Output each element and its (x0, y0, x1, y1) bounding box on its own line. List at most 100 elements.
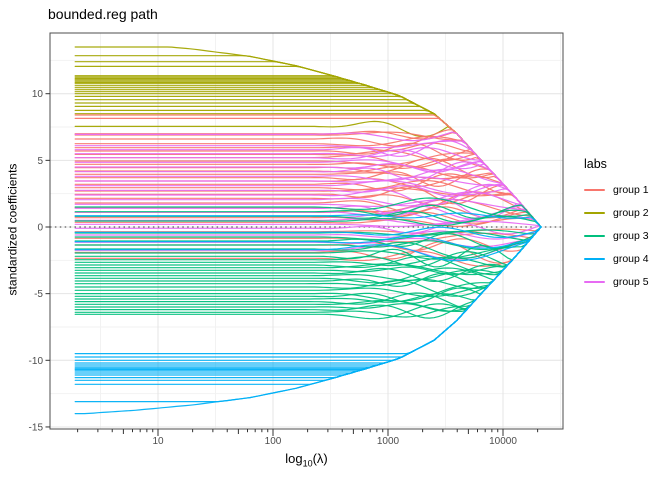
coefficient-path (74, 191, 542, 228)
x-tick-label: 1000 (377, 436, 400, 447)
coefficient-path (74, 226, 542, 249)
coefficient-path (74, 173, 542, 228)
coefficient-path (74, 226, 542, 302)
coefficient-path (74, 226, 542, 260)
legend-entry-label: group 4 (613, 252, 649, 265)
x-tick-label: 10 (152, 436, 164, 447)
legend-title: labs (584, 157, 607, 171)
coefficient-path (74, 226, 542, 284)
coefficient-path (74, 226, 542, 289)
coefficient-path (74, 226, 542, 264)
coefficient-path (74, 226, 542, 259)
legend-entry: group 4 (584, 247, 649, 270)
coefficient-path (74, 176, 542, 228)
y-tick-label: -10 (29, 356, 44, 367)
coefficient-path (74, 226, 542, 268)
y-tick-label: 10 (32, 89, 44, 100)
coefficient-path (74, 226, 542, 298)
coefficient-path (74, 226, 542, 303)
legend: labs group 1 group 2 group 3 group 4 group 5 (584, 157, 649, 293)
coefficient-path (74, 172, 542, 228)
coefficient-path (74, 161, 542, 228)
x-axis-ticks (77, 429, 539, 436)
coefficient-path (74, 217, 542, 228)
coefficient-path (74, 226, 542, 267)
coefficient-path (74, 226, 542, 312)
coefficient-path (74, 226, 542, 276)
x-axis-label-rest: (λ) (312, 451, 328, 466)
coefficient-path (74, 183, 542, 228)
legend-entry: group 2 (584, 201, 649, 224)
coefficient-path (74, 226, 542, 238)
x-tick-label: 10000 (489, 436, 517, 447)
y-tick-label: 5 (37, 156, 43, 167)
coefficient-path (74, 226, 542, 240)
y-axis-label: standardized coefficients (5, 163, 20, 296)
coefficient-path (74, 226, 542, 289)
coefficient-path (74, 149, 542, 228)
coefficient-path (74, 198, 542, 228)
legend-key-line (584, 257, 605, 260)
y-tick-label: -5 (34, 289, 43, 300)
legend-entry-label: group 2 (613, 206, 649, 219)
coefficient-path (74, 191, 542, 228)
legend-entry: group 3 (584, 224, 649, 247)
plot-title: bounded.reg path (48, 6, 158, 22)
coefficient-path (74, 165, 542, 228)
coefficient-path (74, 226, 542, 318)
legend-entries: group 1 group 2 group 3 group 4 group 5 (584, 178, 649, 293)
legend-entry: group 1 (584, 178, 649, 201)
coefficient-path (74, 184, 542, 228)
x-axis-label: log10(λ) (0, 451, 613, 469)
legend-entry-label: group 5 (613, 275, 649, 288)
coefficient-path (74, 159, 542, 228)
coefficient-path (74, 197, 542, 228)
coefficient-path (74, 226, 542, 319)
coefficient-path (74, 226, 542, 297)
coefficient-path (74, 140, 542, 228)
coefficient-path (74, 198, 542, 228)
x-axis-label-subscript: 10 (302, 458, 313, 469)
coefficient-path (74, 222, 542, 235)
legend-key-line (584, 234, 605, 237)
coefficient-path (74, 161, 542, 228)
coefficient-path (74, 215, 542, 228)
x-axis-label-base: log (285, 451, 303, 466)
coefficient-path (74, 226, 542, 276)
coefficient-path (74, 187, 542, 228)
y-tick-label: 0 (37, 223, 43, 234)
panel-border (49, 32, 564, 430)
legend-key-line (584, 211, 605, 214)
legend-entry-label: group 1 (613, 183, 649, 196)
coefficient-path (74, 215, 542, 228)
coefficient-path (74, 226, 542, 268)
x-tick-label: 100 (265, 436, 282, 447)
y-axis-ticks (45, 93, 50, 428)
coefficient-path (74, 226, 542, 415)
legend-key-line (584, 188, 605, 191)
coefficient-path (74, 226, 542, 310)
coefficient-path (74, 226, 542, 262)
coefficient-path (74, 168, 542, 228)
coefficient-path (74, 204, 542, 228)
coefficient-path (74, 183, 542, 228)
coefficient-path (74, 226, 542, 249)
coefficient-path (74, 142, 542, 228)
legend-entry: group 5 (584, 270, 649, 293)
coefficient-paths (74, 46, 542, 415)
y-tick-label: -15 (29, 422, 44, 433)
legend-entry-label: group 3 (613, 229, 649, 242)
coefficient-path (74, 226, 542, 304)
coefficient-path (74, 147, 542, 228)
series-group-4 (74, 212, 542, 415)
coefficient-path (74, 152, 542, 228)
coefficient-path (74, 168, 542, 228)
coefficient-path (74, 226, 542, 251)
coefficient-path (74, 150, 542, 228)
coefficient-path (74, 179, 542, 228)
legend-key-line (584, 280, 605, 283)
series-group-3 (74, 197, 542, 320)
coefficient-path (74, 139, 542, 228)
